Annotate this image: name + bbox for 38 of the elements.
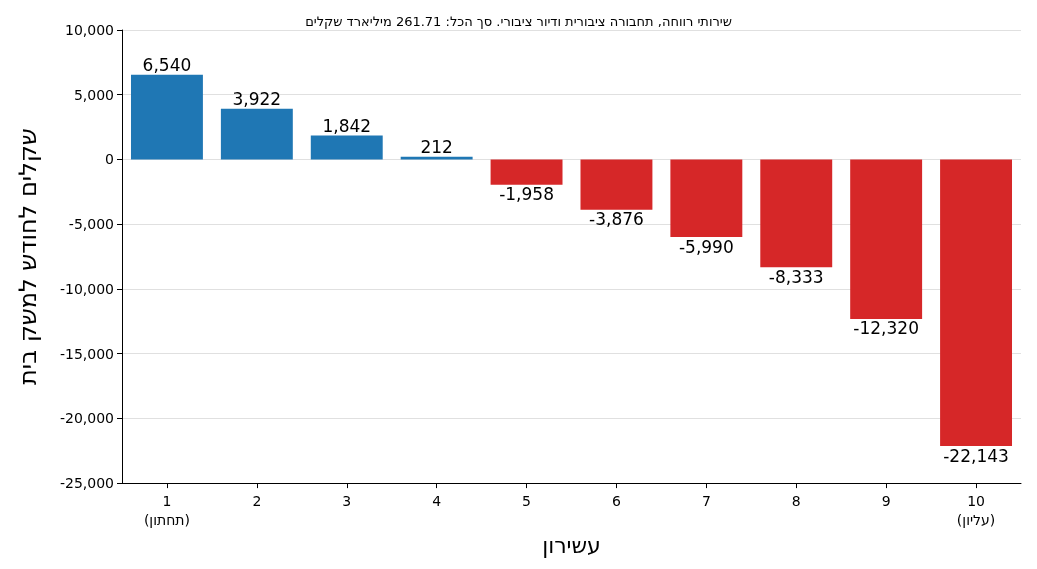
bar — [850, 159, 923, 319]
x-tick-label: 5 — [522, 492, 532, 509]
y-tick-label: 10,000 — [65, 22, 114, 38]
bar — [130, 74, 203, 160]
y-tick-label: 0 — [105, 151, 114, 168]
data-label: 1,842 — [322, 116, 372, 137]
bar — [670, 159, 743, 237]
bar — [220, 108, 293, 160]
data-label: 3,922 — [232, 89, 282, 110]
bar — [940, 159, 1013, 447]
y-tick-label: -10,000 — [59, 280, 114, 297]
bar — [310, 135, 383, 160]
data-label: -1,958 — [499, 184, 554, 205]
data-label: -8,333 — [768, 266, 824, 287]
y-tick-label: 5,000 — [73, 86, 114, 103]
y-tick-label: -20,000 — [59, 410, 114, 427]
data-label: 212 — [420, 137, 453, 158]
data-label: -3,876 — [589, 209, 644, 230]
y-tick-label: -5,000 — [68, 216, 114, 233]
x-tick-label: 8 — [791, 492, 801, 509]
x-tick-label: 7 — [701, 492, 711, 509]
x-tick-label: 6 — [611, 492, 621, 509]
y-tick-label: -25,000 — [59, 475, 114, 492]
y-axis-title: שקלים לחודש למשק בית — [14, 128, 42, 385]
y-tick-label: -15,000 — [59, 345, 114, 362]
data-label: -22,143 — [943, 445, 1009, 466]
bar — [580, 159, 653, 210]
data-label: -5,990 — [678, 236, 734, 257]
data-label: 6,540 — [142, 55, 192, 76]
bar — [490, 159, 563, 185]
chart-title: שירותי רווחה, תחבורה ציבורית ודיור ציבורי. סך הכל: 261.71 מיליארד שקלים — [305, 14, 732, 29]
x-tick-label: 4 — [432, 492, 442, 509]
bar — [760, 159, 833, 268]
data-label: -12,320 — [853, 318, 919, 339]
x-axis-title: עשירון — [542, 532, 601, 558]
x-tick-label: 3 — [342, 492, 352, 509]
x-tick-label: 9 — [881, 492, 891, 509]
x-tick-label: 2 — [252, 492, 262, 509]
